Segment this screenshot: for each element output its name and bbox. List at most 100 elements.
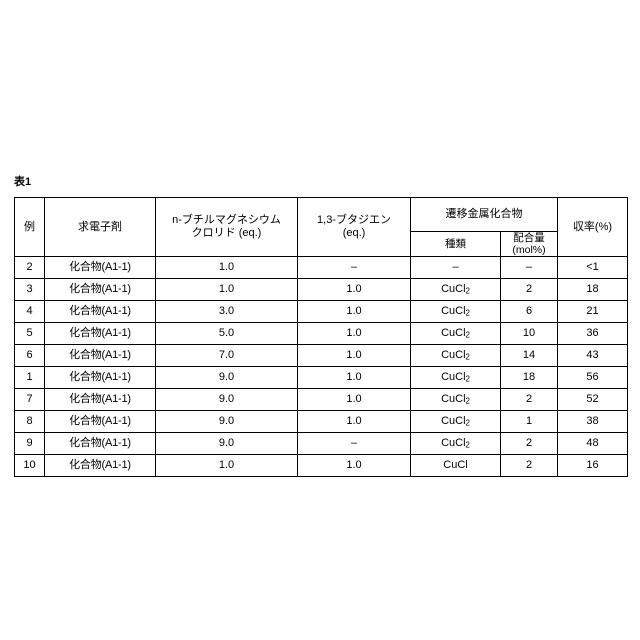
column-header-electrophile: 求電子剤 [44, 196, 156, 258]
table-container: 例 求電子剤 n-ブチルマグネシウム クロリド (eq.) 1,3-ブタジエン (e… [14, 196, 628, 478]
column-header-metal-compound: 遷移金属化合物 [410, 197, 558, 232]
table-row: 7 化合物(A1-1) 9.0 1.0 CuCl2 2 52 [14, 388, 628, 412]
cell-yield: 52 [557, 388, 628, 412]
cell-butadiene: – [297, 432, 411, 456]
cell-butadiene: 1.0 [297, 454, 411, 478]
cell-butadiene: 1.0 [297, 278, 411, 302]
table-caption: 表1 [14, 176, 32, 188]
cell-grignard: 1.0 [155, 454, 298, 478]
cell-metal-amount: – [500, 256, 558, 280]
column-header-metal-amount: 配合量(mol%) [500, 230, 558, 258]
cell-metal-amount: 2 [500, 278, 558, 302]
cell-example: 8 [14, 410, 45, 434]
table-row: 5 化合物(A1-1) 5.0 1.0 CuCl2 10 36 [14, 322, 628, 346]
cell-yield: 48 [557, 432, 628, 456]
column-header-grignard-line2: クロリド (eq.) [191, 227, 262, 240]
cell-metal-amount: 18 [500, 366, 558, 390]
cell-butadiene: 1.0 [297, 344, 411, 368]
table-header: 例 求電子剤 n-ブチルマグネシウム クロリド (eq.) 1,3-ブタジエン (e… [14, 196, 628, 258]
table-row: 6 化合物(A1-1) 7.0 1.0 CuCl2 14 43 [14, 344, 628, 368]
column-header-grignard-line1: n-ブチルマグネシウム [172, 214, 281, 227]
cell-grignard: 9.0 [155, 432, 298, 456]
cell-yield: 43 [557, 344, 628, 368]
cell-example: 10 [14, 454, 45, 478]
cell-butadiene: 1.0 [297, 410, 411, 434]
column-header-butadiene-line1: 1,3-ブタジエン [317, 214, 391, 227]
cell-metal-amount: 2 [500, 432, 558, 456]
cell-example: 1 [14, 366, 45, 390]
metal-kind-formula: CuCl [441, 283, 466, 296]
cell-metal-kind: CuCl2 [410, 278, 501, 302]
cell-electrophile: 化合物(A1-1) [44, 388, 156, 412]
cell-grignard: 9.0 [155, 366, 298, 390]
cell-yield: 38 [557, 410, 628, 434]
cell-example: 6 [14, 344, 45, 368]
cell-electrophile: 化合物(A1-1) [44, 366, 156, 390]
table-row: 1 化合物(A1-1) 9.0 1.0 CuCl2 18 56 [14, 366, 628, 390]
metal-kind-formula: CuCl [441, 305, 466, 318]
metal-kind-subscript: 2 [465, 374, 470, 384]
cell-yield: 21 [557, 300, 628, 324]
column-header-butadiene-line2: (eq.) [342, 227, 366, 240]
cell-metal-amount: 14 [500, 344, 558, 368]
metal-kind-formula: CuCl [441, 393, 466, 406]
cell-example: 9 [14, 432, 45, 456]
cell-electrophile: 化合物(A1-1) [44, 410, 156, 434]
cell-electrophile: 化合物(A1-1) [44, 278, 156, 302]
cell-butadiene: 1.0 [297, 300, 411, 324]
metal-kind-formula: CuCl [441, 349, 466, 362]
metal-kind-formula: CuCl [441, 371, 466, 384]
cell-electrophile: 化合物(A1-1) [44, 344, 156, 368]
table-row: 9 化合物(A1-1) 9.0– CuCl2 2 48 [14, 432, 628, 456]
metal-kind-subscript: 2 [465, 440, 470, 450]
table-row: 4 化合物(A1-1) 3.0 1.0 CuCl2 6 21 [14, 300, 628, 324]
metal-kind-formula: – [452, 261, 459, 274]
cell-metal-amount: 2 [500, 388, 558, 412]
metal-kind-formula: CuCl [441, 437, 466, 450]
column-header-grignard: n-ブチルマグネシウム クロリド (eq.) [155, 196, 298, 258]
column-header-yield: 収率(%) [557, 196, 628, 258]
cell-metal-kind: CuCl2 [410, 322, 501, 346]
cell-butadiene: – [297, 256, 411, 280]
cell-metal-amount: 10 [500, 322, 558, 346]
metal-kind-subscript: 2 [465, 308, 470, 318]
cell-metal-kind: CuCl [410, 454, 501, 478]
metal-kind-subscript: 2 [465, 418, 470, 428]
cell-yield: 18 [557, 278, 628, 302]
cell-yield: 36 [557, 322, 628, 346]
cell-metal-kind: CuCl2 [410, 366, 501, 390]
table-row: 8 化合物(A1-1) 9.0 1.0 CuCl2 1 38 [14, 410, 628, 434]
metal-kind-subscript: 2 [465, 352, 470, 362]
table-row: 2 化合物(A1-1) 1.0– – – <1 [14, 256, 628, 280]
cell-grignard: 7.0 [155, 344, 298, 368]
cell-butadiene: 1.0 [297, 388, 411, 412]
column-header-example: 例 [14, 196, 45, 258]
cell-electrophile: 化合物(A1-1) [44, 454, 156, 478]
cell-electrophile: 化合物(A1-1) [44, 300, 156, 324]
cell-grignard: 1.0 [155, 256, 298, 280]
metal-kind-formula: CuCl [441, 327, 466, 340]
metal-kind-subscript: 2 [465, 396, 470, 406]
cell-yield: <1 [557, 256, 628, 280]
cell-metal-amount: 2 [500, 454, 558, 478]
cell-butadiene: 1.0 [297, 322, 411, 346]
cell-yield: 16 [557, 454, 628, 478]
cell-metal-kind: CuCl2 [410, 300, 501, 324]
cell-metal-kind: CuCl2 [410, 388, 501, 412]
cell-metal-kind: CuCl2 [410, 432, 501, 456]
cell-electrophile: 化合物(A1-1) [44, 322, 156, 346]
metal-kind-subscript: 2 [465, 286, 470, 296]
cell-grignard: 9.0 [155, 388, 298, 412]
cell-butadiene: 1.0 [297, 366, 411, 390]
metal-kind-formula: CuCl [443, 459, 468, 472]
cell-grignard: 3.0 [155, 300, 298, 324]
cell-example: 2 [14, 256, 45, 280]
cell-electrophile: 化合物(A1-1) [44, 432, 156, 456]
table-row: 10 化合物(A1-1) 1.0 1.0 CuCl 2 16 [14, 454, 628, 478]
header-row-top: 例 求電子剤 n-ブチルマグネシウム クロリド (eq.) 1,3-ブタジエン (e… [14, 196, 628, 258]
cell-grignard: 1.0 [155, 278, 298, 302]
metal-kind-formula: CuCl [441, 415, 466, 428]
cell-electrophile: 化合物(A1-1) [44, 256, 156, 280]
column-header-metal-kind: 種類 [410, 230, 501, 258]
